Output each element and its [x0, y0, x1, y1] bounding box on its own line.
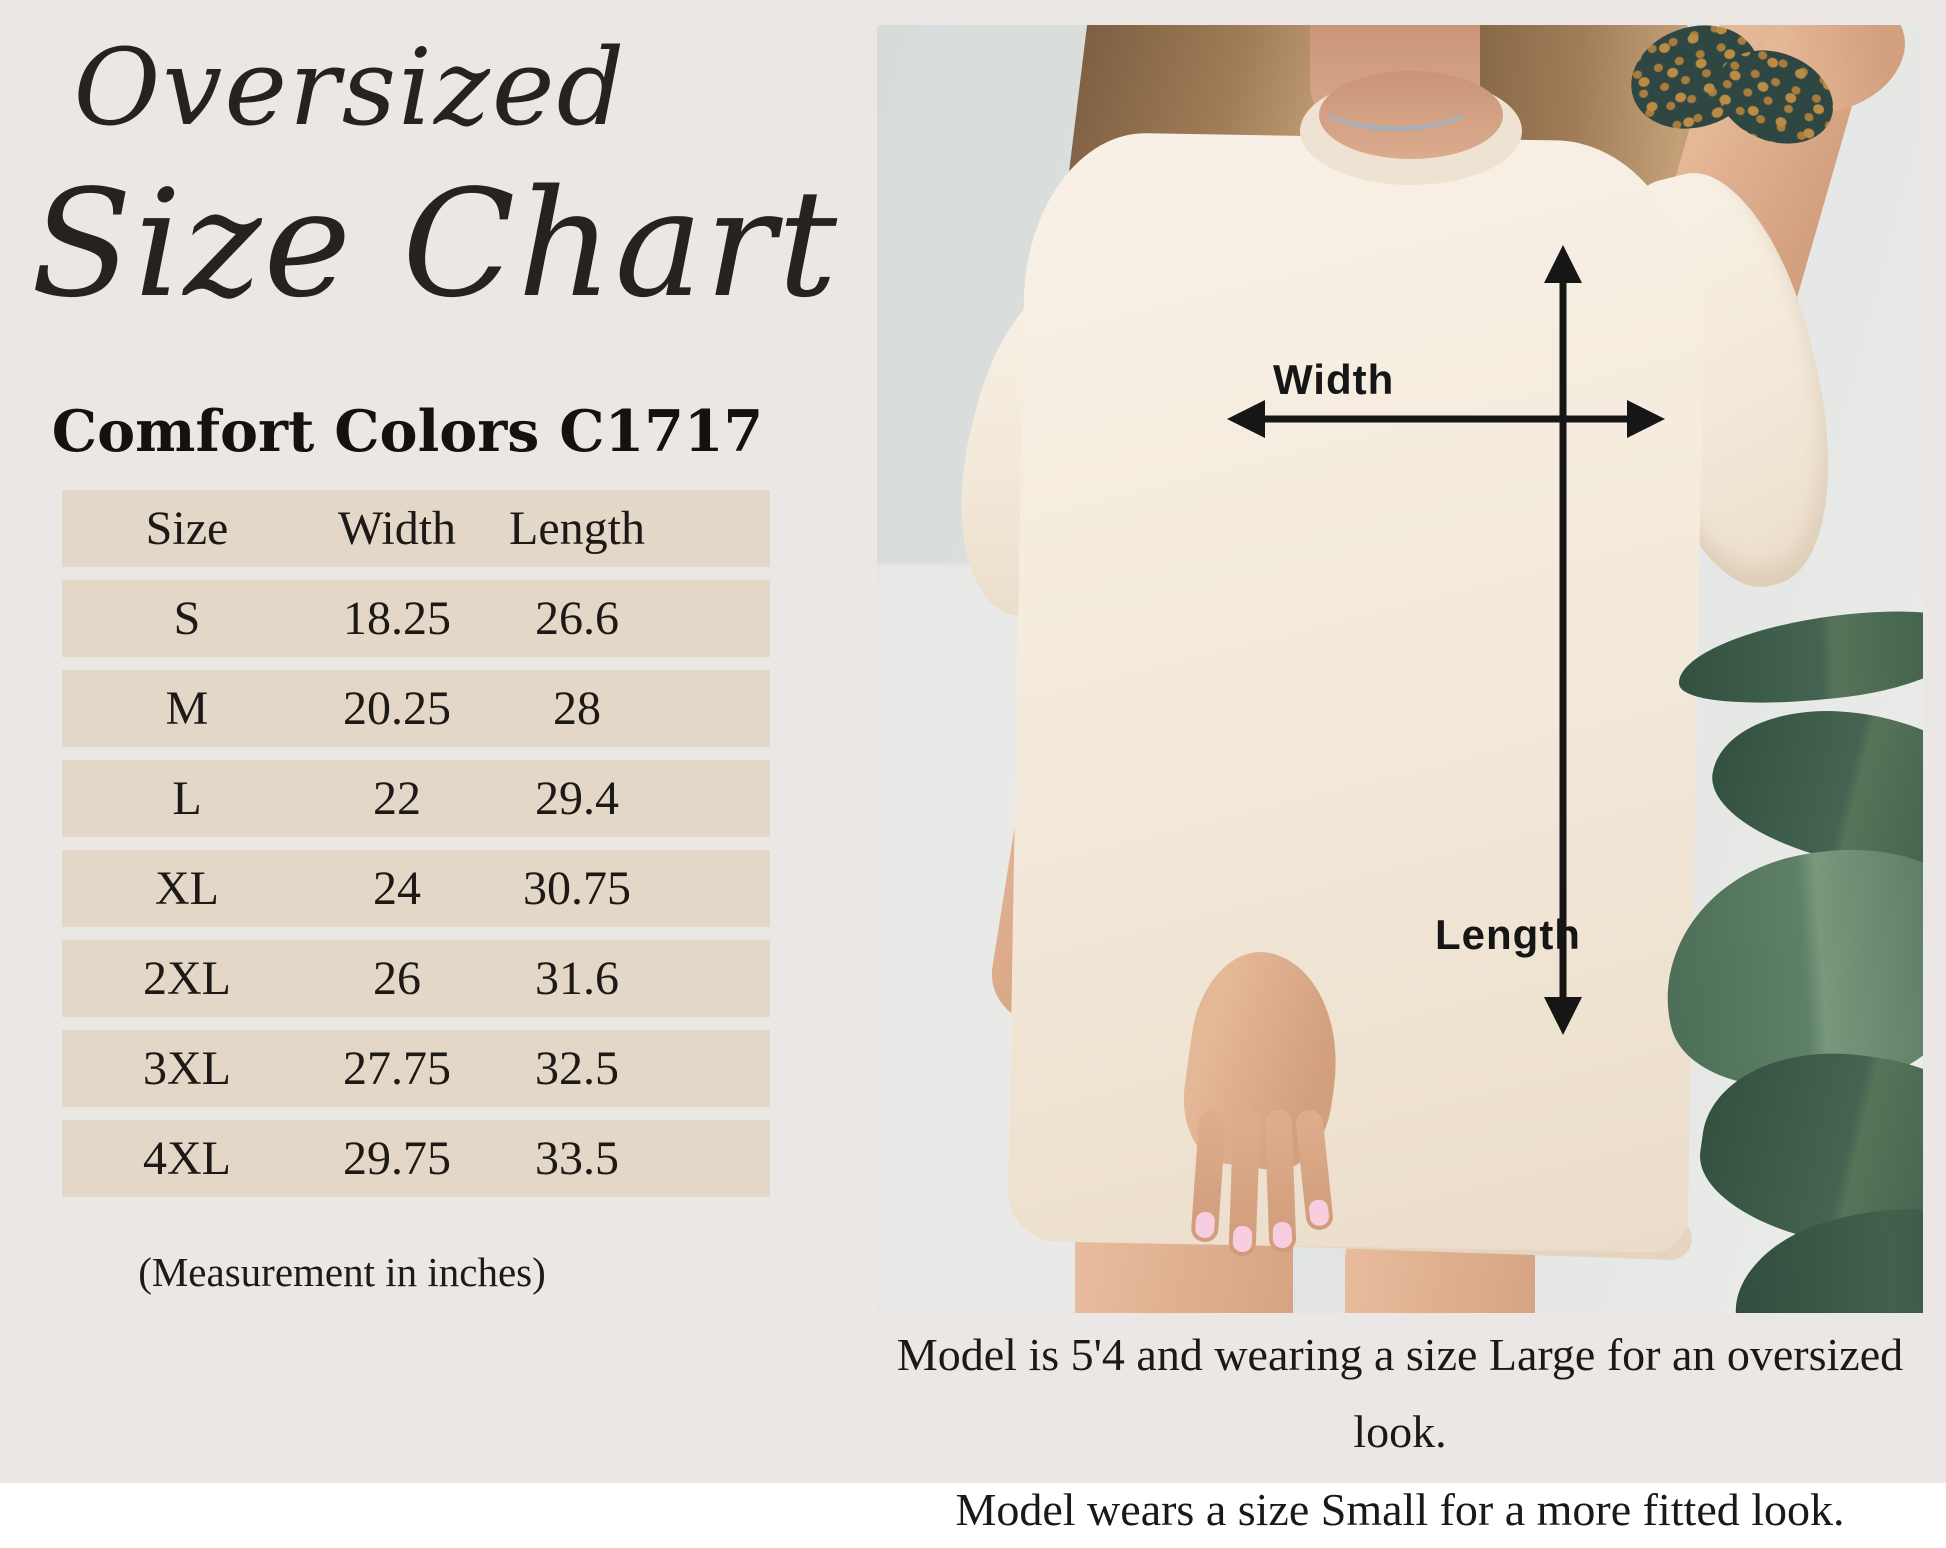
length-cell: 32.5	[535, 1042, 619, 1095]
width-cell: 29.75	[343, 1132, 451, 1185]
length-cell: 29.4	[535, 772, 619, 825]
model-caption: Model is 5'4 and wearing a size Large fo…	[877, 1316, 1923, 1548]
table-header-row: Size Width Length	[62, 490, 770, 567]
size-cell: L	[172, 772, 202, 825]
size-table: Size Width Length S 18.25 26.6 M 20.25 28 L 22 2…	[62, 490, 770, 1197]
measurement-note: (Measurement in inches)	[138, 1249, 546, 1295]
size-cell: 3XL	[143, 1042, 231, 1095]
length-cell: 33.5	[535, 1132, 619, 1185]
length-arrow	[1544, 245, 1582, 1035]
table-row: L 22 29.4	[62, 760, 770, 837]
width-dimension-label: Width	[1273, 356, 1395, 403]
table-row: S 18.25 26.6	[62, 580, 770, 657]
header-size: Size	[145, 502, 229, 555]
length-cell: 26.6	[535, 592, 619, 645]
caption-line-1: Model is 5'4 and wearing a size Large fo…	[896, 1329, 1904, 1458]
size-cell: M	[165, 682, 209, 735]
width-arrow	[1227, 400, 1665, 438]
length-cell: 28	[553, 682, 601, 735]
silver-necklace	[1317, 73, 1475, 131]
table-row: 3XL 27.75 32.5	[62, 1030, 770, 1107]
width-cell: 26	[373, 952, 421, 1005]
width-cell: 27.75	[343, 1042, 451, 1095]
size-cell: 2XL	[143, 952, 231, 1005]
table-row: XL 24 30.75	[62, 850, 770, 927]
width-cell: 20.25	[343, 682, 451, 735]
table-row: M 20.25 28	[62, 670, 770, 747]
table-row: 4XL 29.75 33.5	[62, 1120, 770, 1197]
length-dimension-label: Length	[1435, 911, 1581, 958]
header-width: Width	[337, 502, 457, 555]
title-line-oversized: Oversized	[73, 26, 627, 149]
measurement-arrows	[1227, 245, 1665, 1035]
caption-line-2: Model wears a size Small for a more fitt…	[955, 1483, 1845, 1535]
size-cell: XL	[155, 862, 219, 915]
length-cell: 30.75	[523, 862, 631, 915]
size-cell: S	[173, 592, 201, 645]
length-cell: 31.6	[535, 952, 619, 1005]
width-cell: 22	[373, 772, 421, 825]
product-name: Comfort Colors C1717	[51, 398, 764, 465]
width-cell: 24	[373, 862, 421, 915]
header-length: Length	[509, 502, 645, 555]
size-cell: 4XL	[143, 1132, 231, 1185]
model-photo: Width Length	[877, 25, 1923, 1313]
table-row: 2XL 26 31.6	[62, 940, 770, 1017]
width-cell: 18.25	[343, 592, 451, 645]
title-line-size-chart: Size Chart	[30, 158, 840, 330]
